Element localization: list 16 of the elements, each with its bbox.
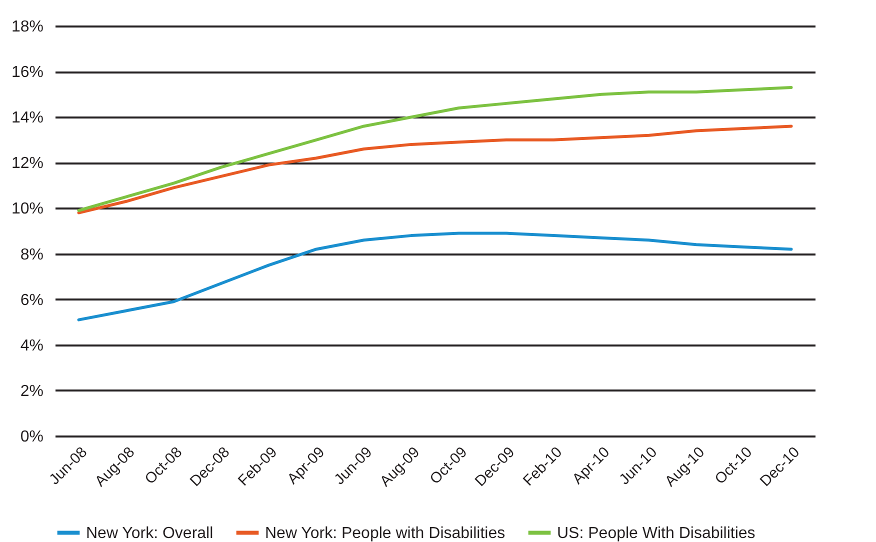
y-tick-label: 2% <box>20 382 44 400</box>
legend-label: US: People With Disabilities <box>557 524 756 542</box>
y-tick-label: 12% <box>11 155 44 172</box>
line-series <box>77 86 793 212</box>
y-tick-label: 6% <box>20 292 44 309</box>
y-tick-label: 10% <box>11 200 44 218</box>
y-tick-label: 14% <box>11 110 44 127</box>
line-series <box>77 232 793 322</box>
line-series <box>77 124 793 214</box>
y-tick-label: 16% <box>11 64 44 82</box>
legend-label: New York: People with Disabilities <box>265 524 506 542</box>
y-tick-label: 4% <box>20 337 44 354</box>
legend-label: New York: Overall <box>86 524 214 542</box>
y-tick-label: 0% <box>20 428 44 446</box>
y-tick-label: 18% <box>11 18 44 36</box>
y-tick-label: 8% <box>20 246 44 264</box>
